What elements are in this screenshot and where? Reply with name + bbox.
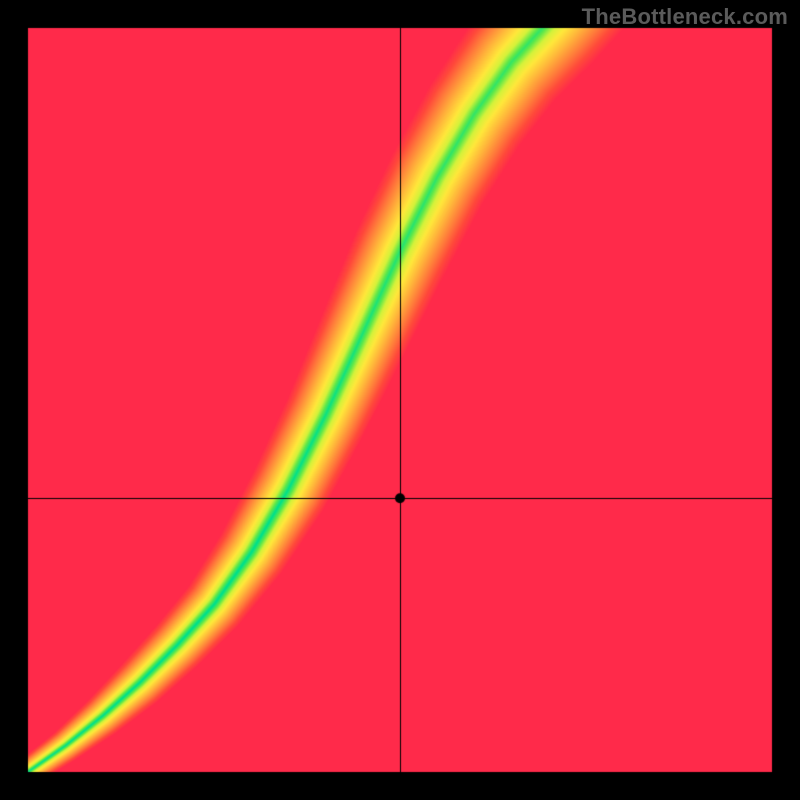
watermark-text: TheBottleneck.com [582, 4, 788, 30]
heatmap-canvas [0, 0, 800, 800]
chart-container: TheBottleneck.com [0, 0, 800, 800]
